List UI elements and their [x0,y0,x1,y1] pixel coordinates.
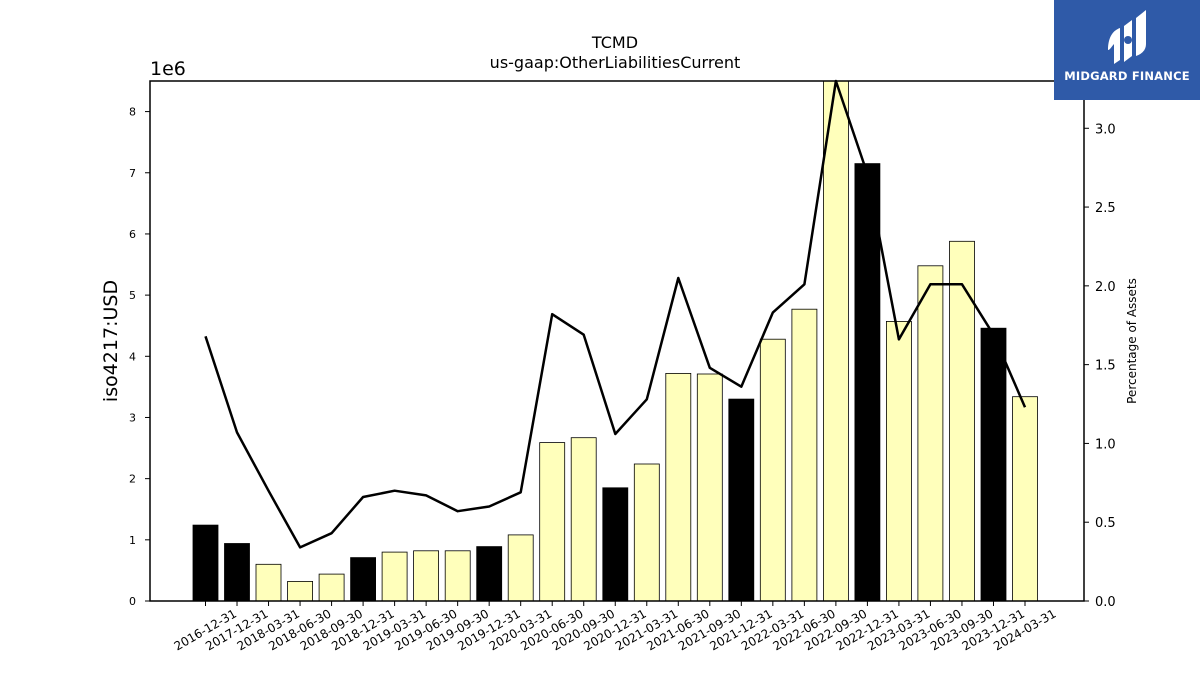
bar [539,442,566,602]
bar [633,463,660,602]
chart-title: TCMD [591,33,638,52]
bar [287,581,314,602]
bar [476,546,503,602]
bar [665,372,692,602]
bar [823,80,849,602]
y-tick-label: 2 [129,473,136,486]
bar [949,240,975,602]
bar [1012,396,1038,602]
bar [350,557,377,602]
bar [192,524,219,602]
bar [444,550,471,602]
y-tick-label: 3 [129,411,136,424]
bar [507,534,534,602]
y-tick-label: 4 [129,350,136,363]
brand-logo: MIDGARD FINANCE [1054,0,1200,100]
y-tick-label: 6 [129,228,136,241]
bar [381,551,408,602]
bar [759,338,786,602]
y2-axis-label: Percentage of Assets [1125,278,1139,404]
midgard-logo-icon [1108,10,1146,64]
logo-text: MIDGARD FINANCE [1064,69,1190,83]
y-tick-label: 1 [129,534,136,547]
bar [570,437,597,602]
bar [980,327,1007,602]
y2-tick-label: 2.5 [1095,201,1116,216]
bar [728,398,755,602]
y-axis-label: iso4217:USD [100,280,122,402]
y2-tick-label: 2.0 [1095,280,1116,295]
bar [255,563,282,602]
bar [791,308,818,602]
plot-frame [149,80,1085,602]
y2-tick-label: 1.0 [1095,437,1116,452]
bar [602,487,629,602]
y-tick-label: 8 [129,106,136,119]
y-tick-label: 0 [129,595,136,608]
y2-tick-label: 1.5 [1095,359,1116,374]
bar [413,550,440,602]
bar [886,320,912,602]
bar [854,163,881,602]
bar [917,265,944,602]
bar [224,543,250,602]
pct-of-assets-line [204,79,1027,549]
bar [318,573,345,602]
chart-subtitle: us-gaap:OtherLiabilitiesCurrent [490,53,741,72]
y-tick-label: 5 [129,289,136,302]
y2-tick-label: 0.5 [1095,516,1116,531]
y2-tick-label: 0.0 [1095,595,1116,610]
bar [696,373,723,602]
y-offset-label: 1e6 [150,58,186,80]
y2-tick-label: 3.0 [1095,122,1116,137]
y-tick-label: 7 [129,167,136,180]
